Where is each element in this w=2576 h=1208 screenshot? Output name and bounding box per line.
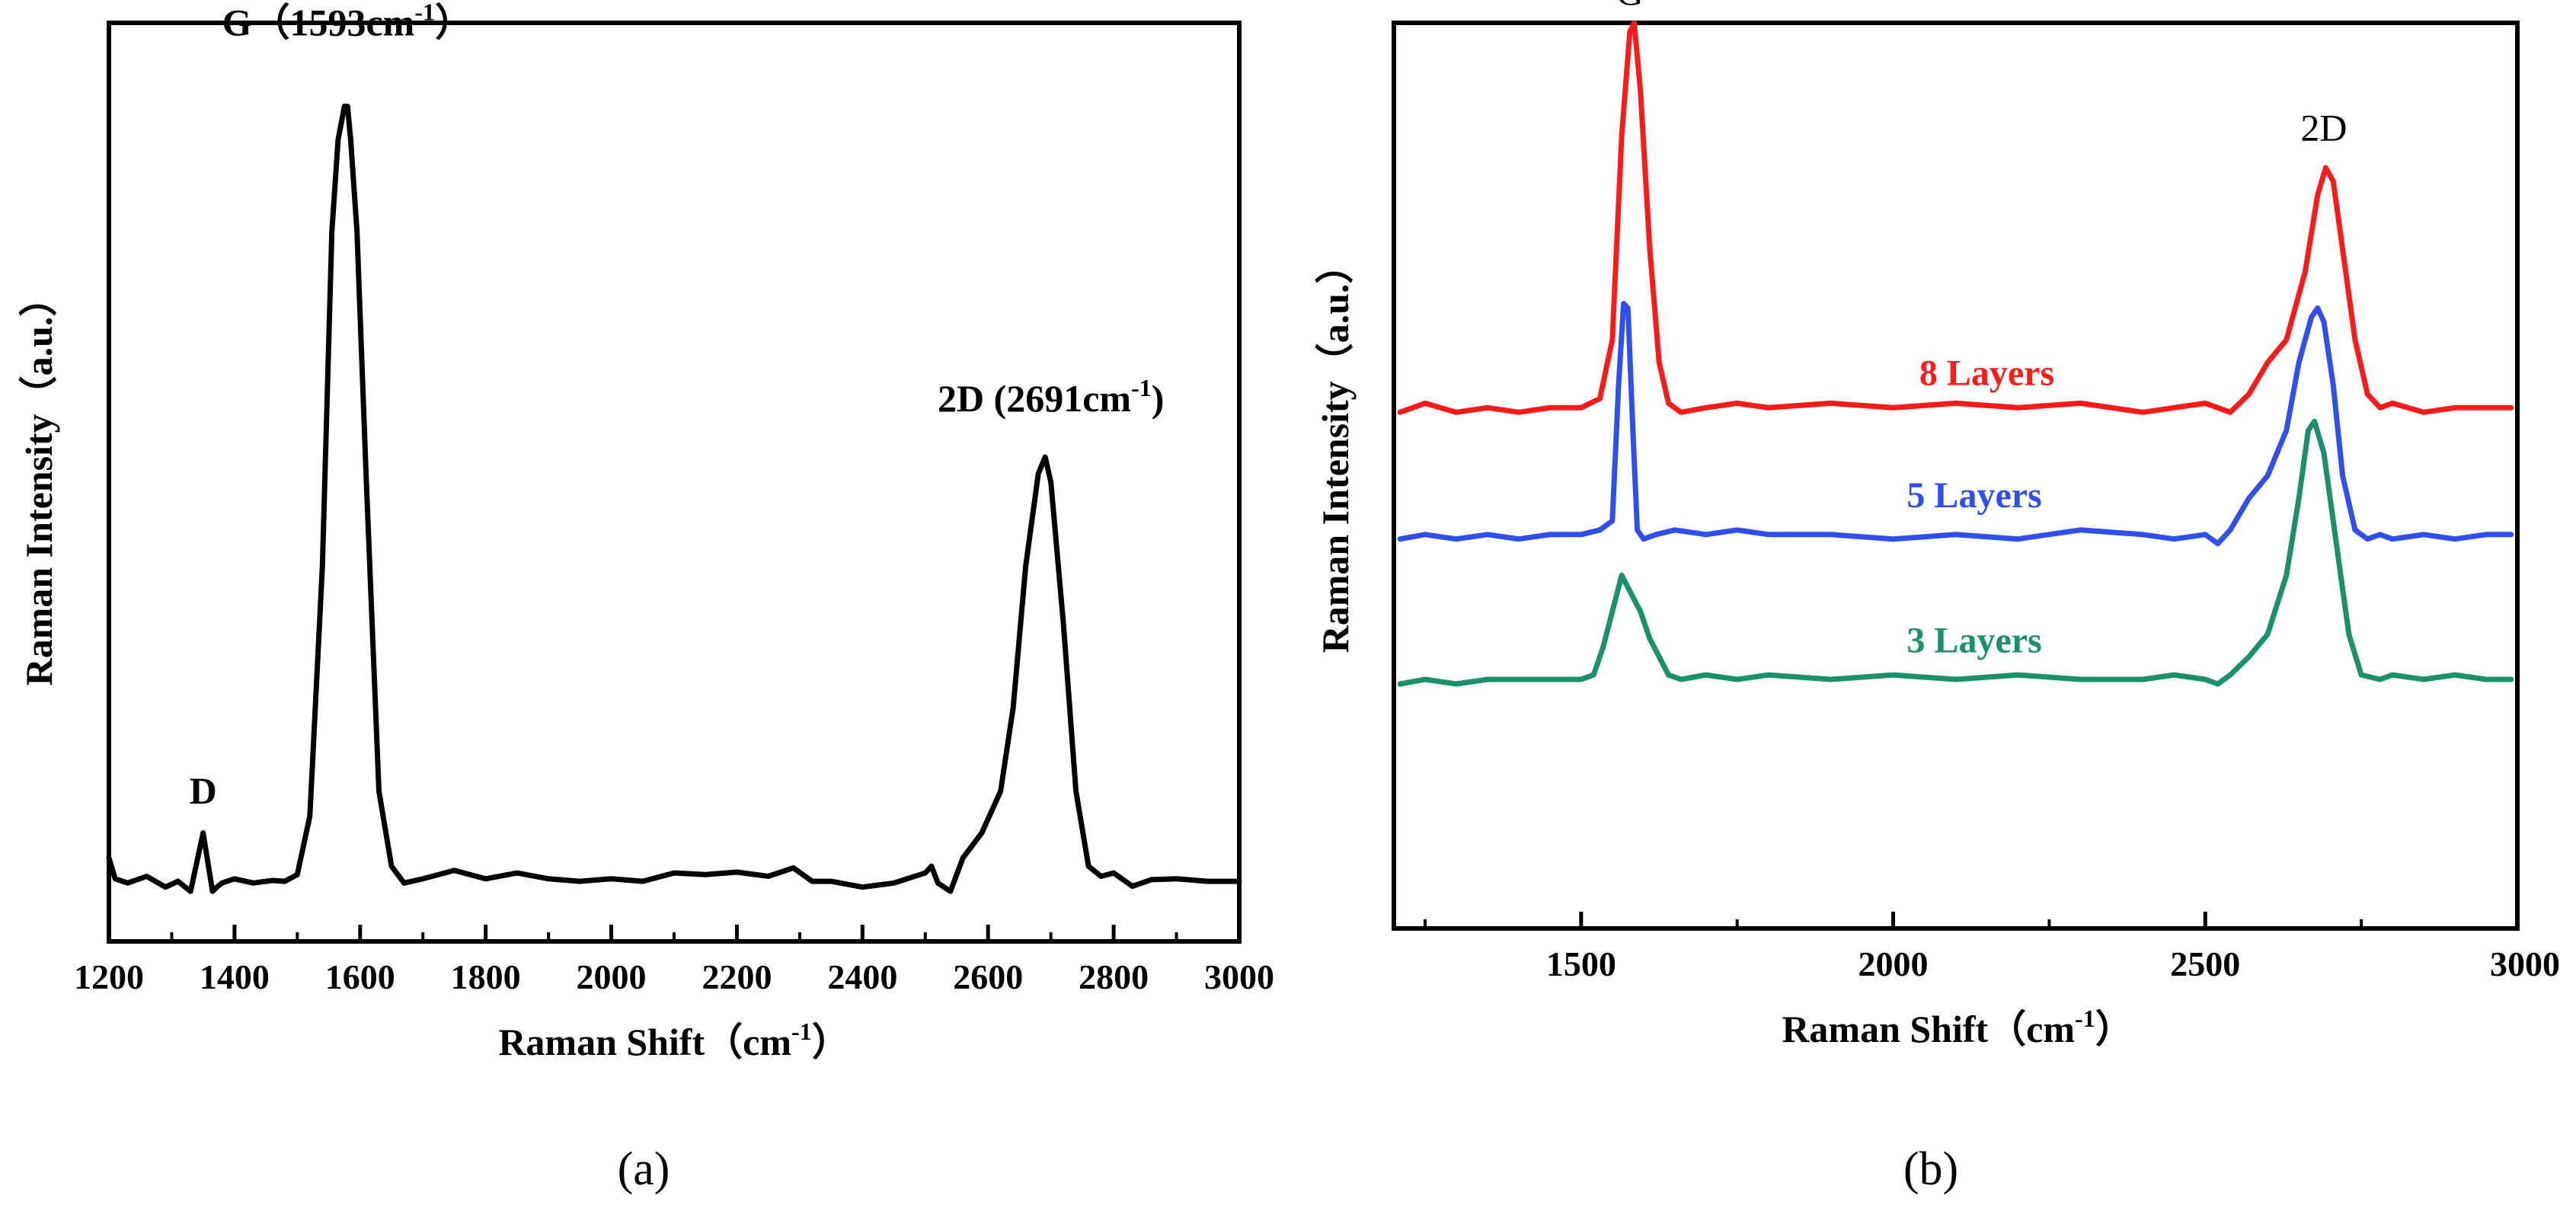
x-tick-label-b-3000: 3000 bbox=[2490, 944, 2560, 983]
x-axis-label-b-tail: ） bbox=[2095, 1008, 2133, 1050]
x-axis-label-a-sup: -1 bbox=[791, 1018, 812, 1045]
x-axis-label-b-sup: -1 bbox=[2075, 1005, 2095, 1032]
x-axis-label-a-text: Raman Shift（cm bbox=[498, 1021, 791, 1063]
peak-annotations-b: G 2D bbox=[1616, 0, 2347, 149]
peak-label-a-0-text: D bbox=[190, 769, 217, 812]
x-axis-label-b-text: Raman Shift（cm bbox=[1782, 1008, 2075, 1050]
x-tick-label-a-2200: 2200 bbox=[702, 957, 772, 996]
peak-label-a-2-sup: -1 bbox=[1131, 374, 1152, 401]
x-ticks-b bbox=[1423, 912, 2520, 928]
x-tick-label-a-1600: 1600 bbox=[325, 957, 395, 996]
spectrum-lines-b bbox=[1397, 20, 2514, 687]
x-axis-label-a: Raman Shift（cm-1） bbox=[498, 1018, 849, 1063]
x-tick-label-a-2400: 2400 bbox=[827, 957, 897, 996]
chart-panel-b: 1500 2000 2500 3000 8 Layers 5 Layers 3 Layer… bbox=[1314, 0, 2560, 1195]
x-tick-label-a-2600: 2600 bbox=[953, 957, 1023, 996]
plot-frame-b bbox=[1392, 21, 2520, 931]
x-tick-labels-a: 1200 1400 1600 1800 2000 2200 2400 2600 2800 3000 bbox=[74, 957, 1274, 996]
x-tick-label-a-1200: 1200 bbox=[74, 957, 144, 996]
y-axis-label-b: Raman Intensity（a.u.） bbox=[1314, 246, 1357, 654]
x-tick-label-a-1800: 1800 bbox=[451, 957, 521, 996]
series-label-3-layers: 3 Layers bbox=[1906, 620, 2041, 660]
x-ticks-a bbox=[107, 925, 1242, 941]
peak-label-a-2: 2D (2691cm-1) bbox=[938, 374, 1164, 420]
x-tick-label-a-1400: 1400 bbox=[200, 957, 270, 996]
x-axis-label-a-tail: ） bbox=[812, 1021, 850, 1063]
x-axis-label-b: Raman Shift（cm-1） bbox=[1782, 1005, 2133, 1050]
spectrum-line-a bbox=[106, 104, 1242, 894]
series-label-5-layers: 5 Layers bbox=[1906, 475, 2041, 516]
spectrum-line-5-layers bbox=[1397, 301, 2514, 547]
x-tick-label-b-2000: 2000 bbox=[1858, 944, 1929, 983]
series-label-8-layers: 8 Layers bbox=[1919, 353, 2054, 394]
peak-label-b-0: G bbox=[1616, 0, 1644, 13]
x-tick-labels-b: 1500 2000 2500 3000 bbox=[1546, 944, 2560, 983]
peak-label-a-1-tail: ） bbox=[435, 1, 473, 43]
x-tick-label-b-1500: 1500 bbox=[1546, 944, 1616, 983]
panel-label-b: (b) bbox=[1903, 1143, 1958, 1195]
y-axis-label-a: Raman Intensity（a.u.） bbox=[18, 279, 60, 686]
peak-label-a-1-sup: -1 bbox=[414, 0, 435, 25]
spectrum-line-3-layers bbox=[1397, 418, 2514, 687]
panel-label-a: (a) bbox=[618, 1143, 670, 1195]
chart-panel-a: 1200 1400 1600 1800 2000 2200 2400 2600 2800 3000… bbox=[18, 0, 1274, 1195]
peak-label-b-1: 2D bbox=[2300, 107, 2347, 149]
peak-label-a-1: G（1593cm-1） bbox=[222, 0, 473, 43]
series-labels-b: 8 Layers 5 Layers 3 Layers bbox=[1906, 353, 2054, 661]
peak-label-a-0: D bbox=[190, 769, 217, 812]
peak-label-a-2-tail: ) bbox=[1152, 377, 1165, 420]
peak-label-a-2-text: 2D (2691cm bbox=[938, 377, 1131, 420]
x-tick-label-b-2500: 2500 bbox=[2170, 944, 2240, 983]
peak-label-a-1-text: G（1593cm bbox=[222, 1, 415, 43]
peak-annotations-a: DG（1593cm-1）2D (2691cm-1) bbox=[190, 0, 1165, 812]
spectrum-line-8-layers bbox=[1397, 20, 2514, 415]
x-tick-label-a-2800: 2800 bbox=[1079, 957, 1149, 996]
x-tick-label-a-2000: 2000 bbox=[577, 957, 647, 996]
x-tick-label-a-3000: 3000 bbox=[1204, 957, 1274, 996]
